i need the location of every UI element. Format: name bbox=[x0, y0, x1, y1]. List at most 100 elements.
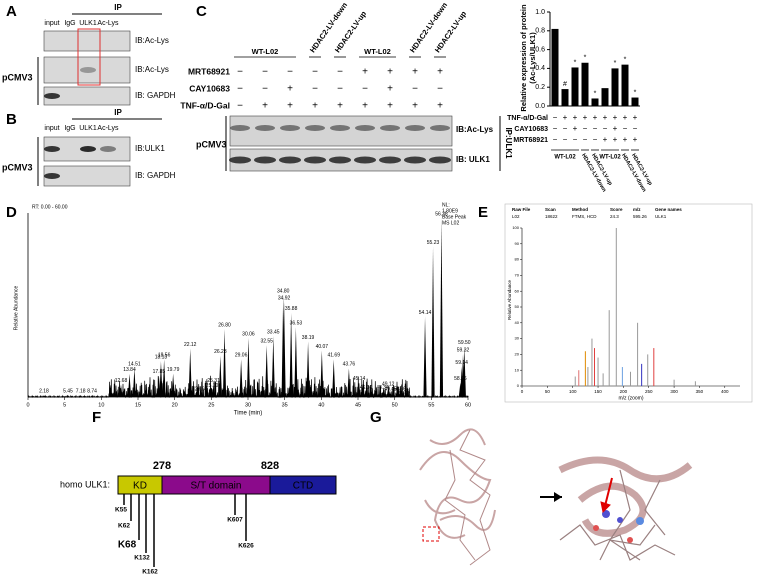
peak bbox=[159, 361, 163, 397]
domain-label: S/T domain bbox=[191, 481, 242, 492]
sign: + bbox=[623, 135, 628, 144]
y-tick-label: 80 bbox=[515, 257, 520, 262]
sign: + bbox=[287, 101, 293, 112]
peak-label: 38.19 bbox=[302, 335, 315, 341]
condition-label: MRT68921 bbox=[188, 66, 230, 76]
sign: + bbox=[583, 113, 588, 122]
sign: − bbox=[623, 124, 628, 133]
x-tick-label: 200 bbox=[620, 389, 628, 394]
bar bbox=[551, 28, 559, 107]
sign: + bbox=[287, 84, 293, 95]
group-label: pCMV3 bbox=[2, 72, 33, 82]
sign: − bbox=[553, 135, 558, 144]
condition-label: TNF-α/D-Gal bbox=[507, 115, 548, 122]
lane-label: IgG bbox=[64, 125, 75, 132]
band bbox=[430, 125, 450, 131]
sign: − bbox=[287, 67, 293, 78]
x-tick-label: 35 bbox=[282, 402, 288, 408]
table-header: Gene names bbox=[655, 207, 682, 212]
band bbox=[405, 125, 425, 131]
peak bbox=[265, 345, 269, 397]
peak-label: 48.34 bbox=[376, 385, 389, 391]
peak bbox=[222, 328, 227, 397]
y-tick-label: 60 bbox=[515, 288, 520, 293]
sign: + bbox=[412, 101, 418, 112]
sign: + bbox=[437, 101, 443, 112]
panel-letter: G bbox=[370, 409, 382, 426]
sign: + bbox=[387, 101, 393, 112]
sign: − bbox=[312, 67, 318, 78]
peak bbox=[199, 393, 203, 397]
sign: + bbox=[613, 135, 618, 144]
ip-label: IP bbox=[114, 108, 122, 117]
blot bbox=[43, 30, 131, 52]
site-label: K132 bbox=[134, 555, 150, 562]
sign: − bbox=[583, 135, 588, 144]
band bbox=[44, 146, 60, 152]
peak bbox=[357, 382, 361, 397]
group-label: WT-L02 bbox=[252, 47, 279, 56]
condition-label: MRT68921 bbox=[513, 137, 548, 144]
peak bbox=[289, 312, 293, 397]
y-tick-label: 70 bbox=[515, 272, 520, 277]
significance-marker: * bbox=[624, 56, 627, 63]
boundary-label: 828 bbox=[261, 460, 279, 472]
peak bbox=[389, 393, 393, 397]
lane-label: Ac-Lys bbox=[97, 125, 119, 132]
sign: + bbox=[633, 135, 638, 144]
table-cell: 18622 bbox=[545, 214, 558, 219]
blot-label: IB:ULK1 bbox=[135, 144, 165, 153]
peak-label: 58.96 bbox=[454, 376, 467, 382]
peak bbox=[246, 337, 251, 397]
blot bbox=[229, 115, 453, 147]
sign: − bbox=[362, 84, 368, 95]
peak bbox=[402, 396, 406, 397]
band bbox=[80, 146, 96, 152]
y-tick-label: 100 bbox=[512, 225, 519, 230]
condition-label: CAY10683 bbox=[189, 83, 230, 93]
blot-label: IB:Ac-Lys bbox=[135, 36, 169, 45]
lane-label: IgG bbox=[64, 20, 75, 27]
table-header: Score bbox=[610, 207, 623, 212]
site-label: K607 bbox=[227, 517, 243, 524]
peak bbox=[239, 359, 243, 397]
condition-label: TNF-α/D-Gal bbox=[180, 100, 230, 110]
sign: + bbox=[593, 113, 598, 122]
peak-label: 5.45 bbox=[63, 389, 73, 395]
band bbox=[329, 156, 351, 164]
peak-label: 32.55 bbox=[260, 338, 273, 344]
group-label: WT-L02 bbox=[554, 155, 576, 161]
sign: + bbox=[337, 101, 343, 112]
group-label: WT-L02 bbox=[364, 47, 391, 56]
lane-label: ULK1 bbox=[79, 125, 97, 132]
peak-label: 13.84 bbox=[123, 367, 136, 373]
panel-letter: D bbox=[6, 204, 17, 221]
sign: − bbox=[553, 113, 558, 122]
rt-range: RT: 0.00 - 60.00 bbox=[32, 204, 68, 210]
table-cell: 595.26 bbox=[633, 214, 647, 219]
sign: − bbox=[262, 67, 268, 78]
peak bbox=[386, 388, 390, 397]
bar bbox=[561, 89, 569, 106]
peak bbox=[282, 302, 286, 397]
peak-label: 30.06 bbox=[242, 331, 255, 337]
sign: + bbox=[387, 84, 393, 95]
ip-label: IP bbox=[114, 3, 122, 12]
band bbox=[355, 125, 375, 131]
x-tick-label: 20 bbox=[172, 402, 178, 408]
peak-label: 56.38 bbox=[435, 211, 448, 217]
band bbox=[80, 67, 96, 73]
peak-label: 14.51 bbox=[128, 362, 141, 368]
blot-label: IB: GAPDH bbox=[135, 171, 176, 180]
peak bbox=[423, 316, 427, 397]
sign: − bbox=[603, 124, 608, 133]
peak-label: 26.80 bbox=[218, 322, 231, 328]
peak-label: 17.85 bbox=[153, 369, 166, 375]
band bbox=[330, 125, 350, 131]
peak-label: 41.69 bbox=[327, 353, 340, 359]
x-tick-label: 100 bbox=[569, 389, 577, 394]
band bbox=[279, 156, 301, 164]
peak-label: 50.66 bbox=[393, 387, 406, 393]
peak-label: 49.12 bbox=[382, 381, 395, 387]
